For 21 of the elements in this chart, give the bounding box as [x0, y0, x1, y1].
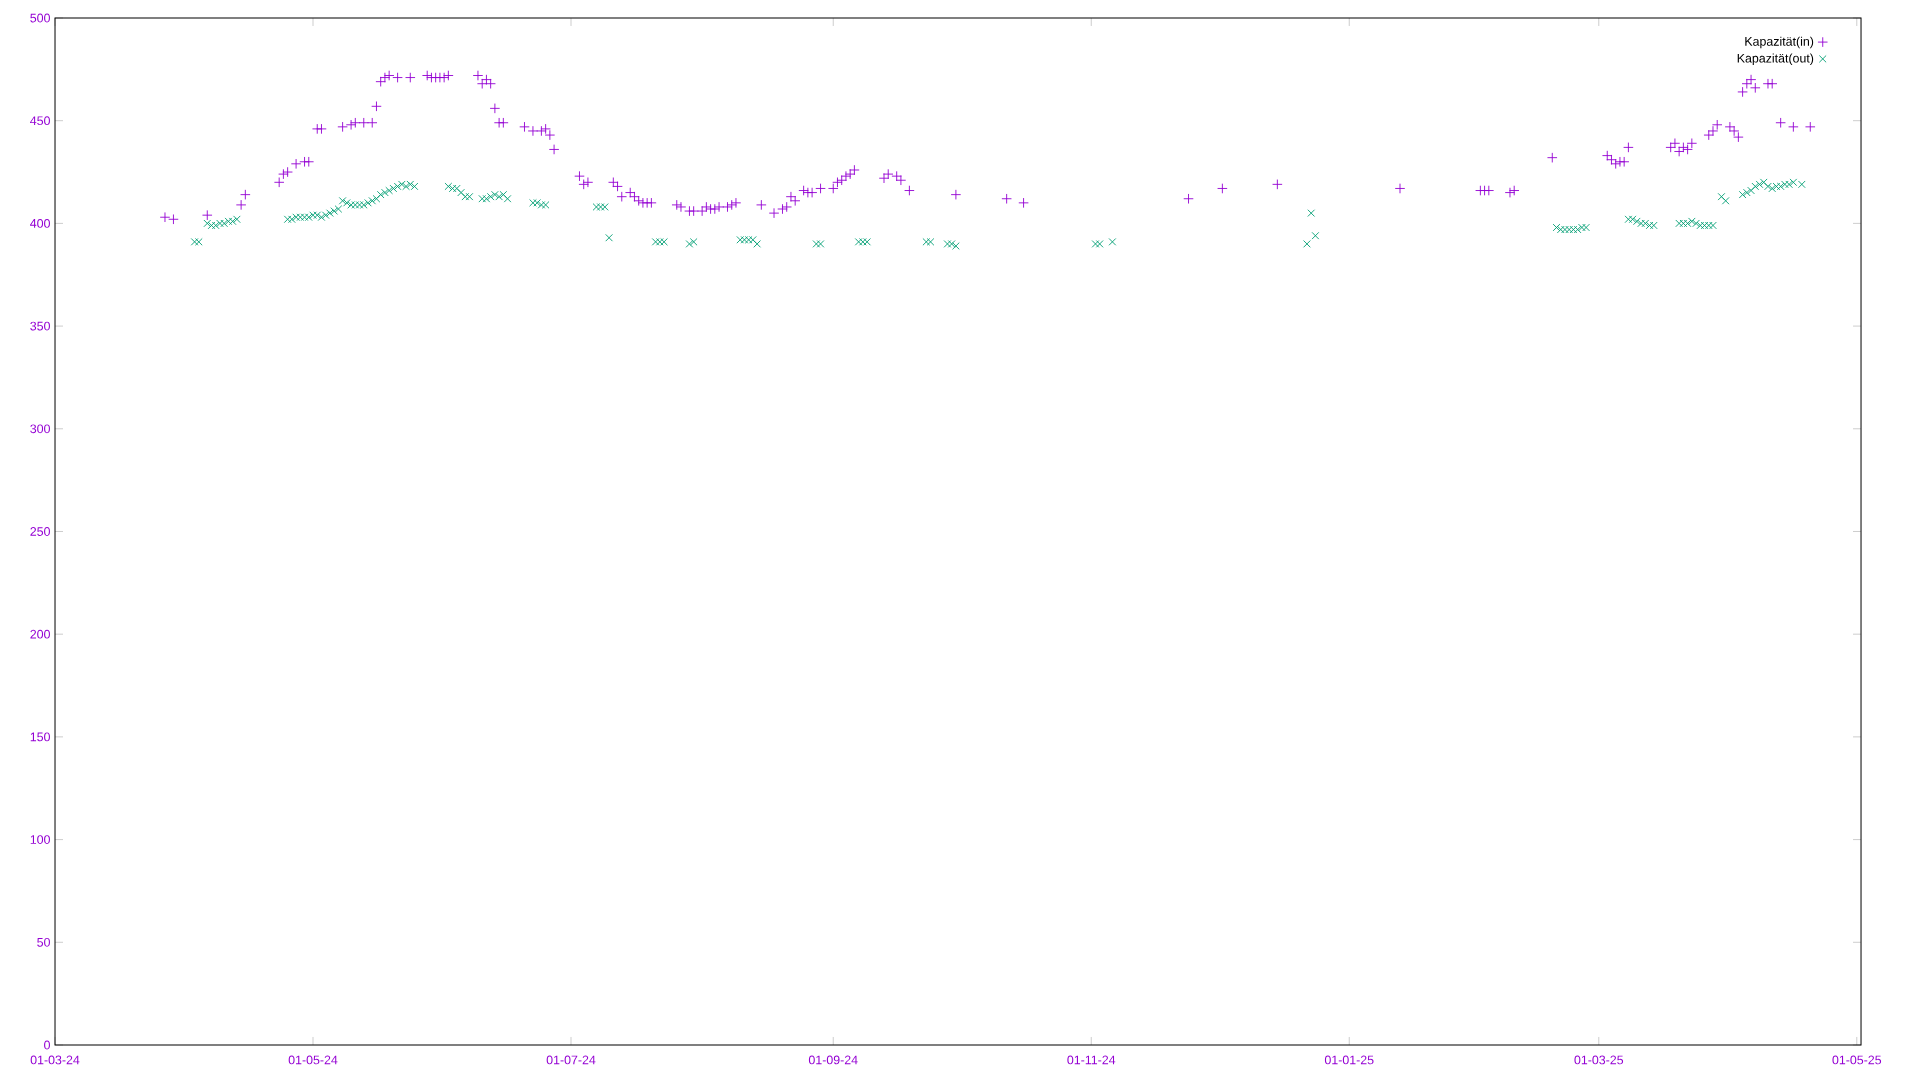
x-tick-label: 01-07-24	[546, 1055, 596, 1065]
x-tick-label: 01-09-24	[808, 1055, 858, 1065]
y-tick-label: 50	[37, 937, 50, 947]
x-tick-label: 01-03-25	[1574, 1055, 1624, 1065]
x-tick-label: 01-05-25	[1832, 1055, 1882, 1065]
x-tick-label: 01-03-24	[30, 1055, 80, 1065]
y-tick-label: 200	[30, 629, 50, 639]
legend-label: Kapazität(in)	[1745, 36, 1814, 49]
y-tick-label: 450	[30, 116, 50, 126]
legend-label: Kapazität(out)	[1737, 53, 1814, 66]
y-tick-label: 150	[30, 732, 50, 742]
y-tick-label: 400	[30, 219, 50, 228]
x-tick-label: 01-11-24	[1067, 1055, 1116, 1065]
y-tick-label: 0	[44, 1040, 50, 1050]
x-tick-label: 01-01-25	[1324, 1055, 1374, 1065]
y-tick-label: 500	[30, 13, 50, 23]
y-tick-label: 300	[30, 424, 50, 434]
x-tick-label: 01-05-24	[288, 1055, 338, 1065]
y-tick-label: 350	[30, 321, 50, 331]
y-tick-label: 250	[30, 527, 50, 536]
y-tick-label: 100	[30, 835, 50, 844]
